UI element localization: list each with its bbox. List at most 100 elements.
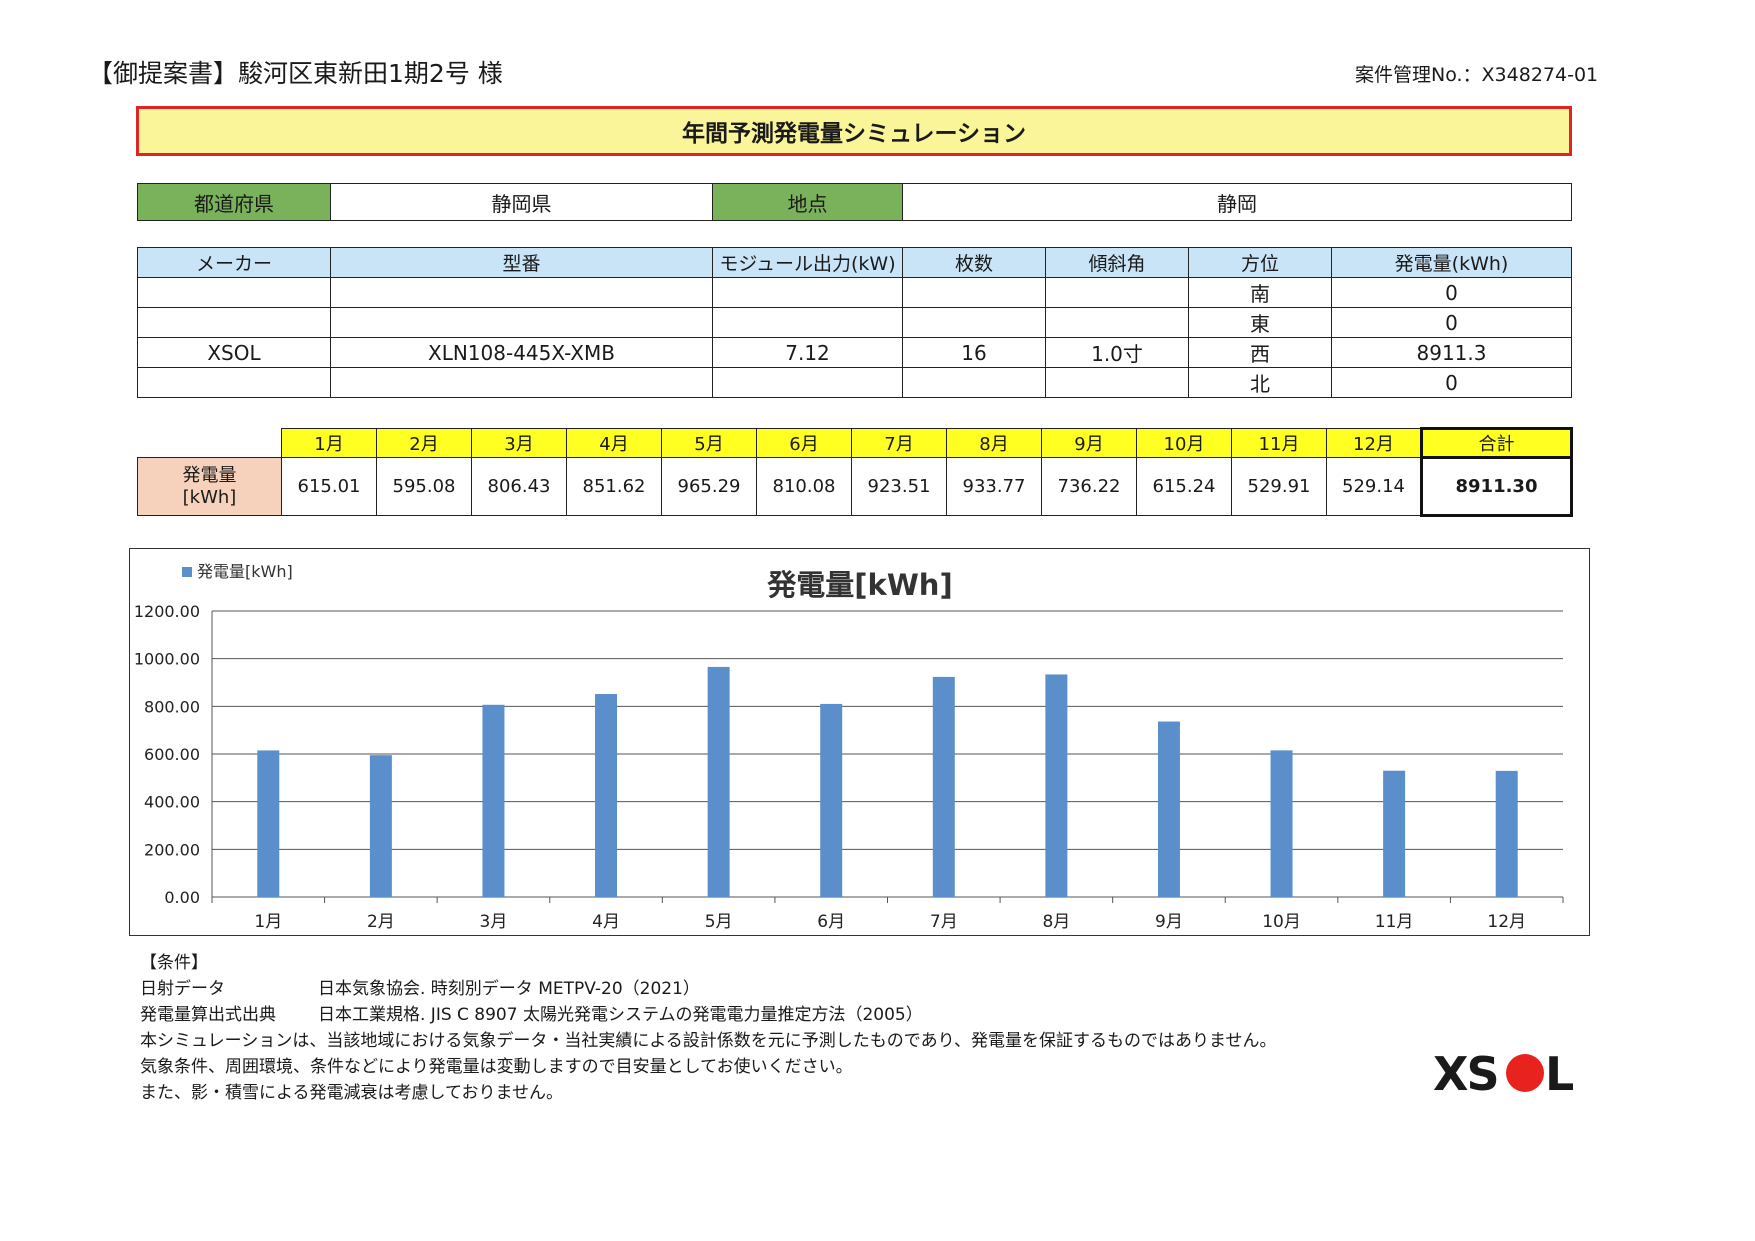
month-value: 529.14: [1326, 457, 1422, 516]
month-value: 615.01: [281, 457, 377, 516]
bar: [1495, 770, 1518, 897]
header-model: 型番: [330, 247, 713, 278]
cell-tilt: [1045, 367, 1189, 398]
spec-row-south: 南 0: [137, 277, 1572, 308]
month-header: 10月: [1136, 428, 1232, 458]
cell-maker: [137, 307, 331, 338]
bar: [482, 704, 505, 897]
month-header: 9月: [1041, 428, 1137, 458]
x-tick-label: 9月: [1155, 912, 1183, 932]
module-spec-table: メーカー 型番 モジュール出力(kW) 枚数 傾斜角 方位 発電量(kWh) 南…: [137, 247, 1572, 398]
monthly-generation-table: 1月 2月 3月 4月 5月 6月 7月 8月 9月 10月 11月 12月 合…: [137, 427, 1573, 517]
cell-model: [330, 367, 713, 398]
month-header-row: 1月 2月 3月 4月 5月 6月 7月 8月 9月 10月 11月 12月 合…: [138, 427, 1573, 459]
generation-chart: 0.00 200.00 400.00 600.00 800.00 1000.00 1200.…: [129, 548, 1590, 936]
month-value-row: 発電量 [kWh] 615.01 595.08 806.43 851.62 96…: [137, 456, 1573, 517]
bar: [707, 666, 730, 897]
header-tilt: 傾斜角: [1045, 247, 1189, 278]
cell-generation: 0: [1331, 277, 1572, 308]
header-maker: メーカー: [137, 247, 331, 278]
x-tick-label: 4月: [592, 912, 620, 932]
header-direction: 方位: [1188, 247, 1332, 278]
solar-data-value: 日本気象協会. 時刻別データ METPV-20（2021）: [318, 979, 700, 999]
y-tick-label: 1000.00: [134, 650, 200, 669]
month-value: 965.29: [661, 457, 757, 516]
month-header: 8月: [946, 428, 1042, 458]
month-value: 933.77: [946, 457, 1042, 516]
x-tick-label: 7月: [930, 912, 958, 932]
month-header: 7月: [851, 428, 947, 458]
cell-model: XLN108-445X-XMB: [330, 337, 713, 368]
cell-direction: 西: [1188, 337, 1332, 368]
generation-row-label-line2: [kWh]: [182, 486, 237, 508]
header-count: 枚数: [902, 247, 1046, 278]
disclaimer-line-2: 気象条件、周囲環境、条件などにより発電量は変動しますので目安量としてお使いくださ…: [140, 1057, 853, 1077]
header-module-output: モジュール出力(kW): [712, 247, 903, 278]
month-header: 5月: [661, 428, 757, 458]
generation-row-label: 発電量 [kWh]: [137, 457, 282, 516]
x-tick-label: 5月: [705, 912, 733, 932]
y-tick-label: 1200.00: [134, 602, 200, 621]
cell-model: [330, 277, 713, 308]
cell-tilt: [1045, 307, 1189, 338]
calc-source-label: 発電量算出式出典: [140, 1005, 276, 1025]
y-tick-label: 800.00: [144, 697, 200, 716]
header-generation: 発電量(kWh): [1331, 247, 1572, 278]
cell-generation: 0: [1331, 307, 1572, 338]
bar: [257, 750, 280, 897]
cell-direction: 南: [1188, 277, 1332, 308]
logo-l: L: [1545, 1047, 1573, 1098]
month-header: 2月: [376, 428, 472, 458]
bar: [820, 703, 843, 897]
month-value: 923.51: [851, 457, 947, 516]
month-value: 736.22: [1041, 457, 1137, 516]
y-tick-label: 0.00: [164, 888, 200, 907]
month-value: 615.24: [1136, 457, 1232, 516]
bar: [1383, 770, 1406, 897]
chart-canvas: 0.00 200.00 400.00 600.00 800.00 1000.00 1200.…: [134, 562, 1564, 932]
month-value: 529.91: [1231, 457, 1327, 516]
x-tick-label: 11月: [1375, 912, 1414, 932]
point-value: 静岡: [902, 183, 1572, 221]
x-tick-label: 6月: [817, 912, 845, 932]
document-title: 【御提案書】駿河区東新田1期2号 様: [88, 59, 503, 88]
legend-swatch: [182, 567, 192, 577]
location-table: 都道府県 静岡県 地点 静岡: [137, 183, 1572, 221]
cell-module-output: 7.12: [712, 337, 903, 368]
chart-title: 発電量[kWh]: [766, 568, 952, 602]
cell-count: 16: [902, 337, 1046, 368]
cell-direction: 北: [1188, 367, 1332, 398]
bar: [1270, 750, 1293, 897]
banner-title: 年間予測発電量シミュレーション: [681, 121, 1027, 147]
condition-calc: 発電量算出式出典 日本工業規格. JIS C 8907 太陽光発電システムの発電電…: [140, 1000, 923, 1025]
condition-solar: 日射データ 日本気象協会. 時刻別データ METPV-20（2021）: [140, 974, 700, 999]
simulation-banner: 年間予測発電量シミュレーション: [136, 106, 1572, 156]
conditions-heading: 【条件】: [140, 953, 208, 973]
cell-maker: XSOL: [137, 337, 331, 368]
prefecture-value: 静岡県: [330, 183, 713, 221]
bar: [369, 755, 392, 897]
disclaimer-line-3: また、影・積雪による発電減衰は考慮しておりません。: [140, 1083, 563, 1103]
bar: [1157, 721, 1180, 897]
cell-maker: [137, 277, 331, 308]
month-value: 851.62: [566, 457, 662, 516]
cell-tilt: [1045, 277, 1189, 308]
x-tick-label: 2月: [367, 912, 395, 932]
logo-red-dot: [1506, 1054, 1544, 1092]
month-value: 595.08: [376, 457, 472, 516]
cell-module-output: [712, 277, 903, 308]
bar: [932, 676, 955, 897]
bar: [595, 694, 618, 897]
cell-generation: 0: [1331, 367, 1572, 398]
x-tick-label: 3月: [480, 912, 508, 932]
cell-count: [902, 367, 1046, 398]
y-tick-label: 400.00: [144, 793, 200, 812]
month-header: 12月: [1326, 428, 1422, 458]
month-header: 3月: [471, 428, 567, 458]
spec-header-row: メーカー 型番 モジュール出力(kW) 枚数 傾斜角 方位 発電量(kWh): [137, 247, 1572, 278]
cell-module-output: [712, 367, 903, 398]
spec-row-north: 北 0: [137, 367, 1572, 398]
cell-count: [902, 307, 1046, 338]
generation-row-label-line1: 発電量: [182, 464, 237, 486]
cell-tilt: 1.0寸: [1045, 337, 1189, 368]
